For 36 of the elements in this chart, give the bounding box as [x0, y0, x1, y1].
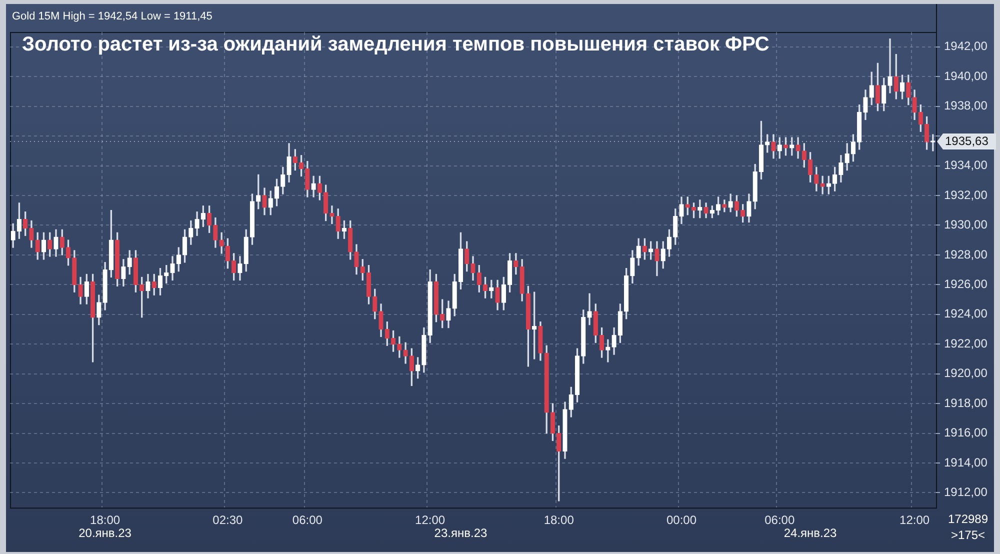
text: 20.янв.23: [78, 526, 132, 540]
candlestick: [330, 206, 334, 224]
x-tick-label: 12:00: [900, 513, 930, 528]
y-tick-label: 1912,00: [944, 485, 988, 500]
y-tick-label: 1940,00: [944, 68, 988, 83]
y-tick-label: 1920,00: [944, 366, 988, 380]
y-tick-label: 1918,00: [944, 396, 988, 410]
x-tick-label: 02:30: [212, 513, 244, 528]
text: 23.янв.23: [434, 526, 488, 540]
y-tick-label: 1924,00: [944, 306, 988, 321]
y-tick-label: 1914,00: [944, 455, 988, 470]
x-tick-label: 06:00: [292, 513, 323, 528]
y-tick-label: 1938,00: [944, 98, 988, 113]
chart-subtitle: Gold 15M High = 1942,54 Low = 1911,45: [12, 10, 212, 23]
y-tick-label: 1926,00: [944, 276, 988, 291]
text: 24.янв.23: [784, 526, 838, 540]
x-tick-label: 06:00: [764, 513, 795, 528]
y-tick-label: 1916,00: [944, 426, 988, 440]
y-tick-label: 1932,00: [944, 188, 988, 202]
candlestick: [930, 134, 936, 152]
candlestick: [587, 293, 592, 326]
y-tick-label: 1934,00: [944, 158, 988, 172]
x-tick-label: 00:00: [666, 513, 697, 528]
y-tick-label: 1928,00: [944, 247, 988, 262]
y-tick-label: 1930,00: [944, 218, 988, 232]
y-tick-label: 1922,00: [944, 336, 988, 350]
x-tick-label: 18:00: [544, 513, 574, 528]
candlestick: [888, 38, 892, 94]
x-tick-label: 12:00: [415, 513, 446, 528]
y-tick-label: 1942,00: [944, 39, 988, 54]
chart-title: Золото растет из-за ожиданий замедления темпов повышения ставок ФРС: [22, 34, 770, 56]
candlestick: [820, 176, 825, 194]
text: >175<: [950, 528, 986, 542]
x-tick-label: 18:00: [90, 513, 120, 528]
ref-line-label: 1935,63: [945, 134, 989, 148]
text: 172989: [948, 512, 988, 526]
